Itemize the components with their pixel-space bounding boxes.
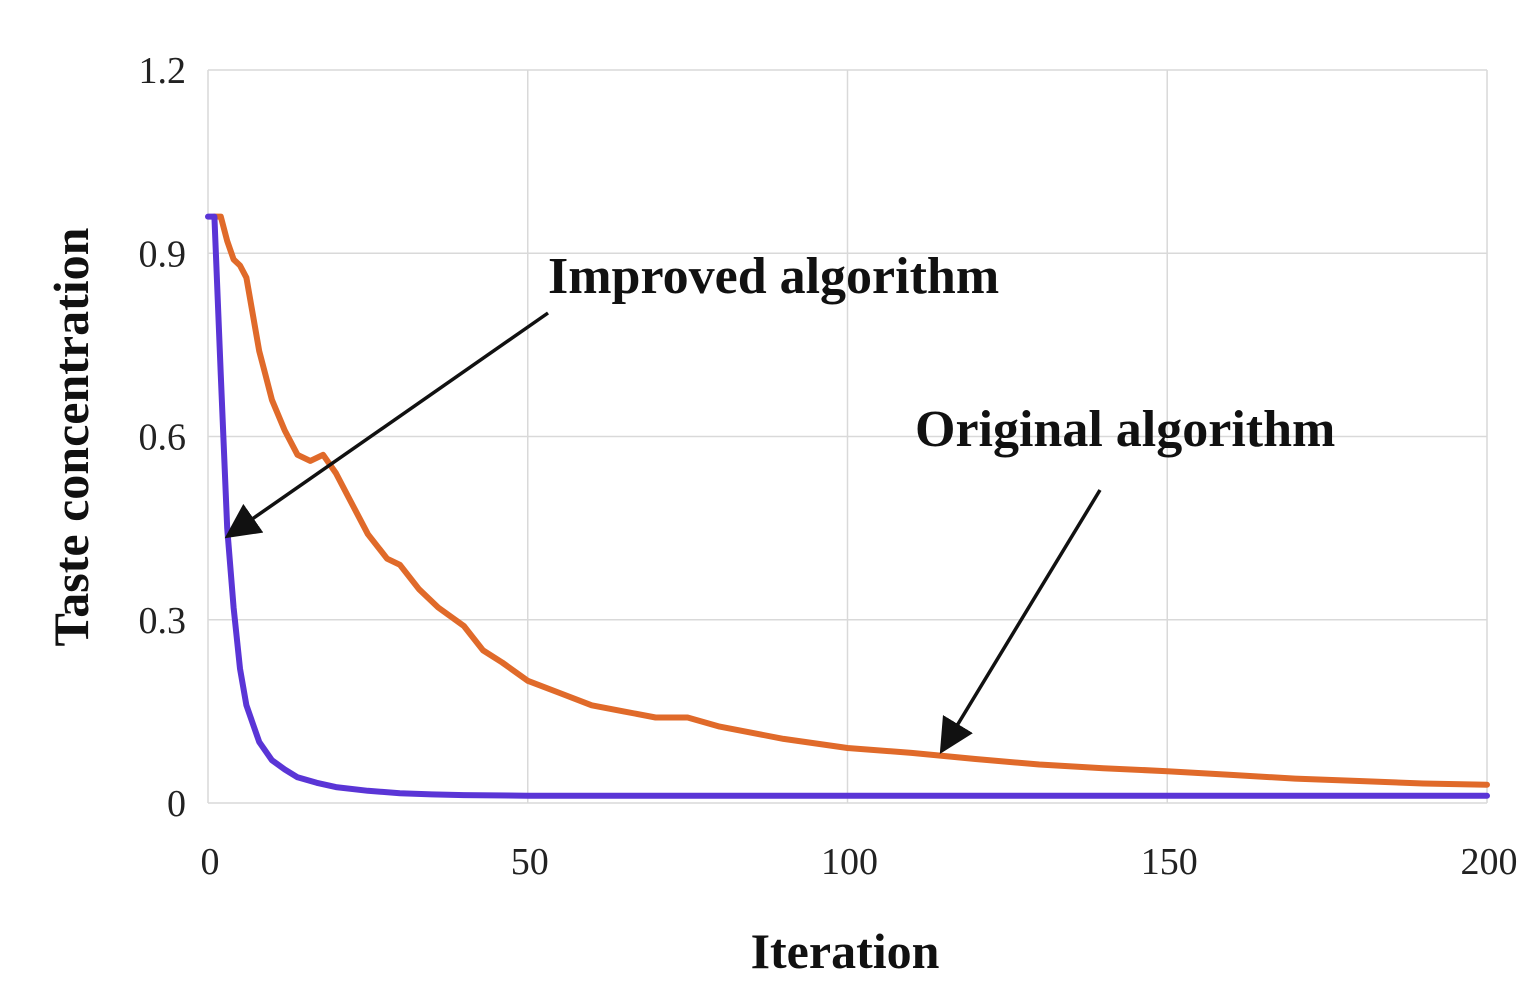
y-tick-label: 0.9: [139, 233, 187, 275]
annotation-label-original-algorithm: Original algorithm: [915, 401, 1335, 458]
x-tick-label: 0: [201, 841, 220, 883]
x-tick-label: 150: [1141, 841, 1198, 883]
tick-labels: 0 0.3 0.6 0.9 1.2 0 50 100 150 200: [139, 50, 1518, 883]
x-axis-title: Iteration: [751, 923, 940, 979]
y-axis-title: Taste concentration: [43, 227, 99, 646]
x-tick-label: 100: [821, 841, 878, 883]
x-tick-label: 200: [1461, 841, 1518, 883]
y-tick-label: 0.6: [139, 417, 187, 459]
x-tick-label: 50: [511, 841, 549, 883]
annotation-arrow-original-algorithm: [939, 489, 1102, 755]
series-line-improved-algorithm: [205, 213, 1490, 799]
series-line-original-algorithm: [211, 213, 1490, 788]
annotations: Improved algorithm Original algorithm: [224, 248, 1335, 755]
gridlines: [207, 69, 1488, 804]
y-tick-label: 0: [167, 783, 186, 825]
series: [205, 213, 1490, 799]
y-tick-label: 0.3: [139, 600, 187, 642]
annotation-arrow-improved-algorithm: [224, 311, 550, 539]
annotation-label-improved-algorithm: Improved algorithm: [548, 248, 999, 305]
y-tick-label: 1.2: [139, 50, 187, 92]
